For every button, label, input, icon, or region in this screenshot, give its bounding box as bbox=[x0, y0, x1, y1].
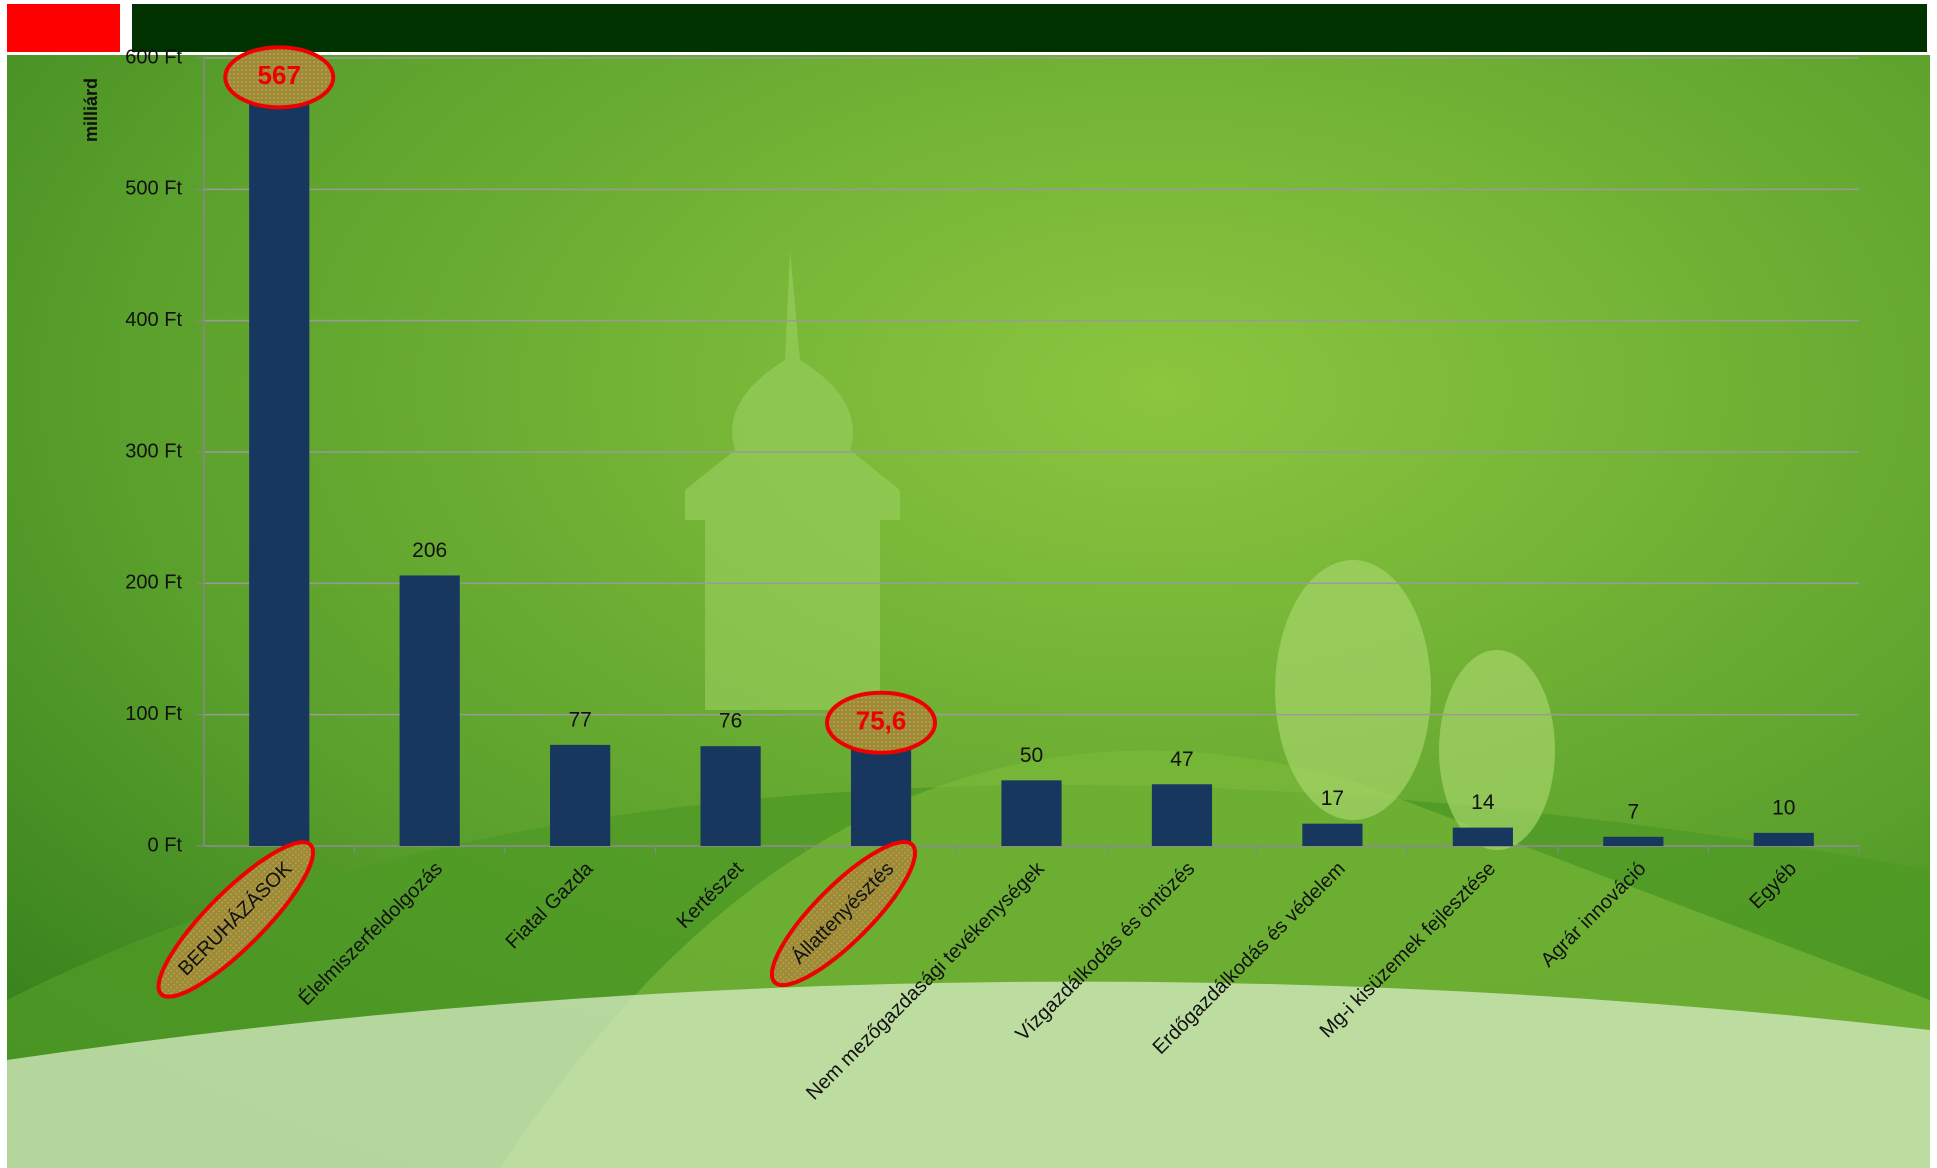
highlight bbox=[156, 840, 316, 999]
bar bbox=[1603, 836, 1664, 846]
header-bar bbox=[132, 4, 1927, 52]
y-tick-label: 100 Ft bbox=[125, 703, 182, 725]
value-label: 17 bbox=[1321, 787, 1344, 810]
bar bbox=[1753, 832, 1814, 846]
value-label: 76 bbox=[719, 710, 742, 733]
church bbox=[685, 250, 900, 710]
bar bbox=[550, 744, 611, 846]
y-tick-label: 600 Ft bbox=[125, 46, 182, 68]
y-tick-label: 400 Ft bbox=[125, 309, 182, 331]
tree bbox=[1439, 650, 1555, 850]
highlight bbox=[223, 45, 336, 110]
logo-block bbox=[7, 4, 120, 52]
highlight bbox=[769, 839, 918, 988]
tree bbox=[1275, 560, 1431, 820]
y-axis-label: milliárd bbox=[81, 78, 101, 142]
bar bbox=[1452, 827, 1513, 846]
hill bbox=[7, 981, 1930, 1168]
bar bbox=[249, 101, 310, 847]
bar bbox=[700, 746, 761, 846]
bar bbox=[1001, 780, 1062, 846]
value-label: 7 bbox=[1627, 800, 1639, 823]
value-label: 75,6 bbox=[856, 706, 907, 736]
value-label: 47 bbox=[1170, 748, 1193, 771]
bar bbox=[1302, 823, 1363, 846]
value-label: 14 bbox=[1471, 791, 1495, 814]
y-tick-label: 500 Ft bbox=[125, 178, 182, 200]
bar bbox=[850, 746, 912, 846]
value-label: 567 bbox=[258, 60, 301, 90]
y-tick-label: 0 Ft bbox=[148, 834, 183, 856]
y-tick-label: 300 Ft bbox=[125, 440, 182, 462]
value-label: 77 bbox=[568, 708, 591, 731]
highlight bbox=[825, 690, 938, 755]
value-label: 10 bbox=[1772, 796, 1795, 819]
y-tick-label: 200 Ft bbox=[125, 572, 182, 594]
bar bbox=[1151, 784, 1213, 846]
value-label: 206 bbox=[412, 539, 447, 562]
bar bbox=[399, 575, 460, 846]
value-label: 50 bbox=[1020, 744, 1043, 767]
